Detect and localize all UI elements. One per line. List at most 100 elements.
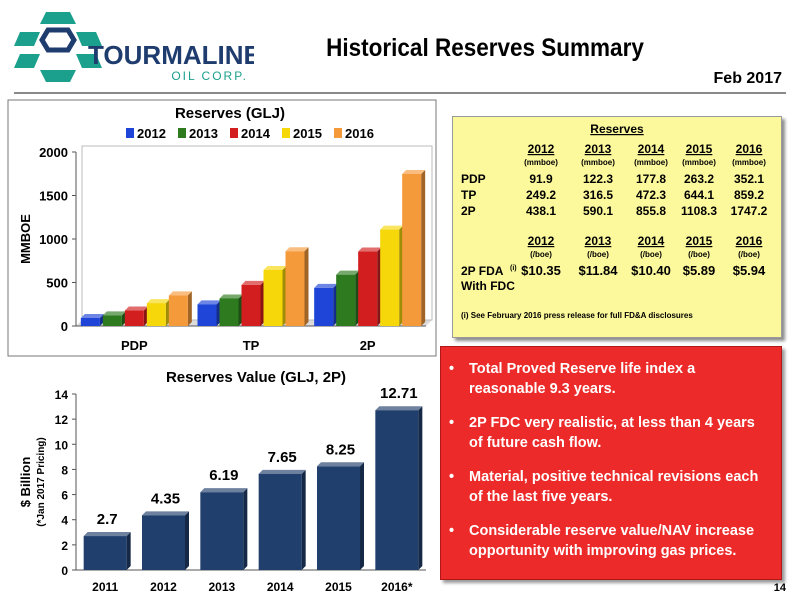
year-header: 2013: [585, 142, 612, 156]
y-tick-label: 14: [55, 388, 69, 402]
fda-value: $11.84: [578, 263, 618, 278]
unit-label: (/boe): [530, 250, 552, 259]
legend-swatch: [282, 128, 290, 138]
bar-2015: [263, 265, 287, 326]
table-cell: 590.1: [583, 204, 613, 218]
table-cell: 859.2: [734, 188, 764, 202]
data-label: 7.65: [268, 449, 297, 466]
unit-label: (/boe): [640, 250, 662, 259]
unit-label: (mmboe): [524, 158, 558, 167]
company-subname: OIL CORP.: [171, 69, 248, 83]
value-bar: [375, 406, 423, 570]
unit-label: (/boe): [688, 250, 710, 259]
bar-2013: [102, 311, 126, 326]
y-tick-label: 10: [55, 438, 69, 452]
company-logo: TOURMALINE OIL CORP.: [14, 12, 254, 83]
year-header: 2012: [528, 142, 555, 156]
legend-label: 2016: [345, 126, 374, 141]
bar-2014: [241, 280, 265, 326]
tourmaline-gem-icon: [14, 12, 102, 82]
unit-label: (mmboe): [732, 158, 766, 167]
value-bar: [258, 469, 306, 570]
reserves-chart: Reserves (GLJ) 2012 2013 2014 2015 2016 0 500 10…: [7, 99, 437, 357]
table-cell: 644.1: [684, 188, 714, 202]
row-label: 2P: [461, 204, 476, 218]
unit-label: (/boe): [587, 250, 609, 259]
year-header: 2014: [638, 142, 665, 156]
x-tick-label: 2015: [325, 580, 352, 594]
bar-2014: [124, 306, 148, 326]
bar-2012: [314, 283, 338, 326]
table-cell: 352.1: [734, 172, 764, 186]
table-cell: 263.2: [684, 172, 714, 186]
y-tick-label: 2: [61, 539, 68, 553]
y-axis-note: (*Jan 2017 Pricing): [36, 437, 47, 526]
x-tick-label: 2012: [150, 580, 177, 594]
year-header: 2015: [686, 142, 713, 156]
table-cell: 1108.3: [681, 204, 717, 218]
x-tick-label: 2016*: [381, 580, 413, 594]
data-label: 12.71: [380, 385, 418, 402]
year-header: 2015: [686, 234, 713, 248]
bar-2016: [402, 169, 426, 326]
x-tick-label: 2011: [92, 580, 118, 594]
y-axis-label: MMBOE: [18, 214, 33, 264]
data-label: 4.35: [151, 490, 180, 507]
year-header: 2016: [736, 142, 763, 156]
table-cell: 438.1: [526, 204, 556, 218]
bar-2012: [80, 314, 104, 326]
y-tick-label: 1500: [39, 189, 68, 204]
table-cell: 249.2: [526, 188, 556, 202]
page-title: Historical Reserves Summary: [326, 34, 644, 62]
bar-2014: [358, 247, 382, 326]
year-header: 2014: [638, 234, 665, 248]
reserves-value-chart: Reserves Value (GLJ, 2P) 0 2 4 6 8 10 12 14 $ Bil…: [18, 369, 426, 594]
table-cell: 316.5: [583, 188, 613, 202]
x-tick-label: 2014: [267, 580, 294, 594]
y-tick-label: 2000: [39, 145, 68, 160]
value-bar: [142, 511, 189, 570]
y-tick-label: 8: [61, 463, 68, 477]
fda-label: 2P FDA: [461, 264, 504, 278]
value-bar: [317, 462, 364, 570]
table-cell: 1747.2: [731, 204, 768, 218]
reserves-table-grid: Reserves 2012 (mmboe) 2013 (mmboe) 2014 (mmboe…: [461, 122, 768, 320]
fda-value: $10.35: [521, 263, 561, 278]
highlights-list: Total Proved Reserve life index a reason…: [441, 347, 781, 561]
table-cell: 177.8: [636, 172, 666, 186]
y-tick-label: 0: [61, 319, 68, 334]
legend-swatch: [178, 128, 186, 138]
bar-2012: [197, 300, 221, 326]
table-cell: 855.8: [636, 204, 666, 218]
company-name: TOURMALINE: [88, 40, 254, 70]
bar-2016: [285, 247, 309, 326]
legend-swatch: [334, 128, 342, 138]
highlight-item: Total Proved Reserve life index a reason…: [449, 359, 771, 399]
year-header: 2016: [736, 234, 763, 248]
bar-2013: [219, 294, 243, 326]
y-axis-label: $ Billion: [18, 457, 33, 508]
fda-label-2: With FDC: [461, 279, 515, 293]
value-bar: [200, 488, 248, 570]
year-header: 2012: [528, 234, 555, 248]
y-tick-label: 6: [61, 489, 68, 503]
x-tick-label: 2013: [208, 580, 235, 594]
y-tick-label: 4: [61, 514, 68, 528]
y-tick-label: 500: [46, 276, 68, 291]
highlight-item: 2P FDC very realistic, at less than 4 ye…: [449, 413, 771, 453]
highlights-panel: Total Proved Reserve life index a reason…: [440, 346, 782, 580]
y-tick-label: 0: [61, 564, 68, 578]
header-divider: [14, 92, 786, 94]
value-bar: [83, 532, 131, 570]
legend-swatch: [230, 128, 238, 138]
legend-label: 2013: [189, 126, 218, 141]
x-tick-label: 2P: [360, 338, 376, 353]
table-title: Reserves: [590, 122, 644, 136]
table-cell: 472.3: [636, 188, 666, 202]
chart-title: Reserves Value (GLJ, 2P): [166, 369, 346, 386]
highlight-item: Considerable reserve value/NAV increase …: [449, 521, 771, 561]
data-label: 6.19: [209, 467, 238, 484]
row-label: PDP: [461, 172, 486, 186]
unit-label: (mmboe): [634, 158, 668, 167]
unit-label: (/boe): [738, 250, 760, 259]
